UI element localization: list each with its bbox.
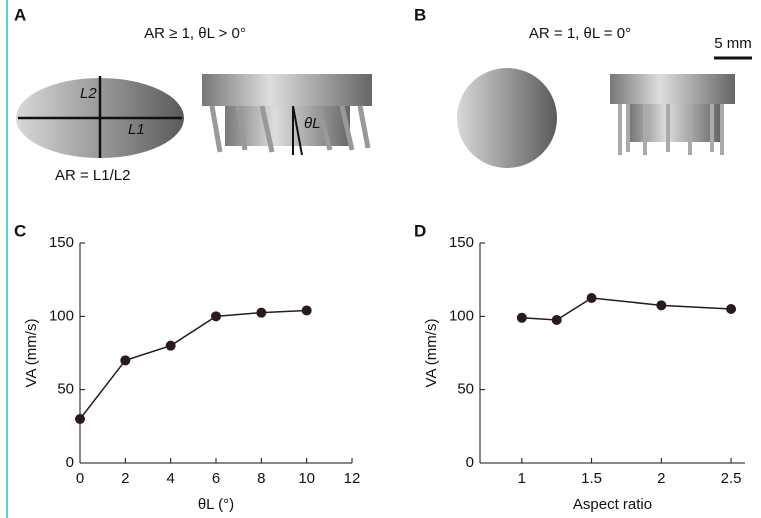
x-axis-label: Aspect ratio	[573, 496, 652, 513]
data-point	[166, 341, 176, 351]
panel-label: C	[14, 221, 26, 240]
y-axis-label: VA (mm/s)	[23, 319, 40, 388]
data-point	[517, 313, 527, 323]
x-tick-label: 1	[518, 470, 526, 487]
x-tick-label: 4	[166, 470, 174, 487]
x-tick-label: 2	[657, 470, 665, 487]
data-point	[656, 300, 666, 310]
x-tick-label: 0	[76, 470, 84, 487]
x-tick-label: 2	[121, 470, 129, 487]
length-label: L2	[80, 85, 97, 102]
x-tick-label: 10	[298, 470, 315, 487]
data-point	[726, 304, 736, 314]
y-tick-label: 150	[49, 234, 74, 251]
data-point	[552, 315, 562, 325]
data-point	[211, 311, 221, 321]
y-tick-label: 0	[66, 454, 74, 471]
y-tick-label: 50	[457, 381, 474, 398]
data-point	[75, 414, 85, 424]
y-axis-label: VA (mm/s)	[423, 319, 440, 388]
caption: AR ≥ 1, θL > 0°	[144, 25, 246, 42]
y-tick-label: 150	[449, 234, 474, 251]
disk-side	[202, 74, 372, 106]
figure: A AR ≥ 1, θL > 0° L2 L1 AR = L1/L2 θL B …	[0, 0, 761, 518]
y-tick-label: 100	[449, 307, 474, 324]
x-axis-label: θL (°)	[198, 496, 234, 513]
data-line	[80, 310, 307, 419]
y-tick-label: 50	[57, 381, 74, 398]
data-point	[120, 355, 130, 365]
disk-side	[610, 74, 735, 104]
caption: AR = 1, θL = 0°	[529, 25, 631, 42]
ratio-label: AR = L1/L2	[55, 167, 130, 184]
y-tick-label: 100	[49, 307, 74, 324]
panel-label: D	[414, 221, 426, 240]
circle-disk	[457, 68, 557, 168]
y-tick-label: 0	[466, 454, 474, 471]
angle-label: θL	[304, 115, 320, 132]
x-tick-label: 2.5	[721, 470, 742, 487]
x-tick-label: 6	[212, 470, 220, 487]
length-label: L1	[128, 121, 145, 138]
x-tick-label: 1.5	[581, 470, 602, 487]
scale-label: 5 mm	[714, 35, 752, 52]
x-tick-label: 12	[344, 470, 361, 487]
panel-label: A	[14, 5, 26, 24]
panel-label: B	[414, 5, 426, 24]
data-point	[587, 293, 597, 303]
data-point	[302, 305, 312, 315]
x-tick-label: 8	[257, 470, 265, 487]
data-point	[256, 308, 266, 318]
